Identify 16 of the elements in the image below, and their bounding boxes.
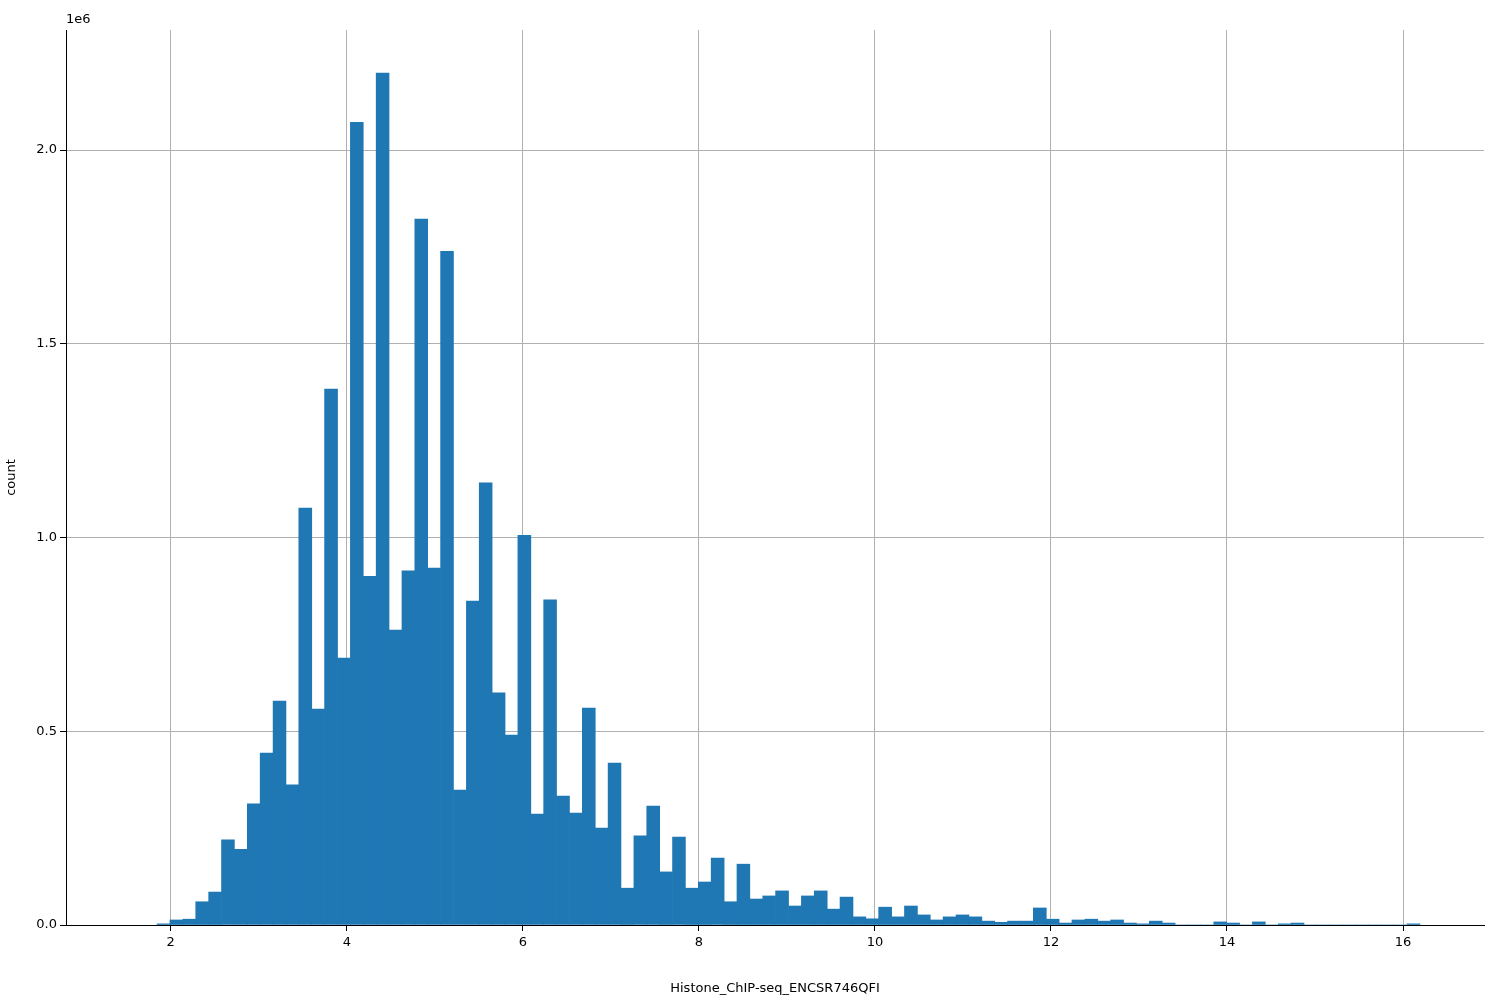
x-tick-label: 2 — [166, 934, 175, 950]
x-tick-label: 14 — [1218, 934, 1236, 950]
text: 1e6 — [66, 10, 91, 26]
x-tick-label: 6 — [518, 934, 527, 950]
y-tick-label: 0.0 — [36, 916, 57, 932]
x-tick-label: 10 — [866, 934, 884, 950]
y-tick-label: 1.0 — [36, 528, 57, 544]
y-tick-label: 1.5 — [36, 335, 57, 351]
x-tick-label: 8 — [694, 934, 703, 950]
y-tick-label: 0.5 — [36, 722, 57, 738]
x-axis-title: Histone_ChIP-seq_ENCSR746QFI — [670, 979, 880, 995]
y-axis-title: count — [3, 459, 19, 496]
x-tick-label: 16 — [1394, 934, 1412, 950]
x-tick-label: 4 — [342, 934, 351, 950]
x-tick-label: 12 — [1042, 934, 1060, 950]
y-tick-label: 2.0 — [36, 141, 57, 157]
